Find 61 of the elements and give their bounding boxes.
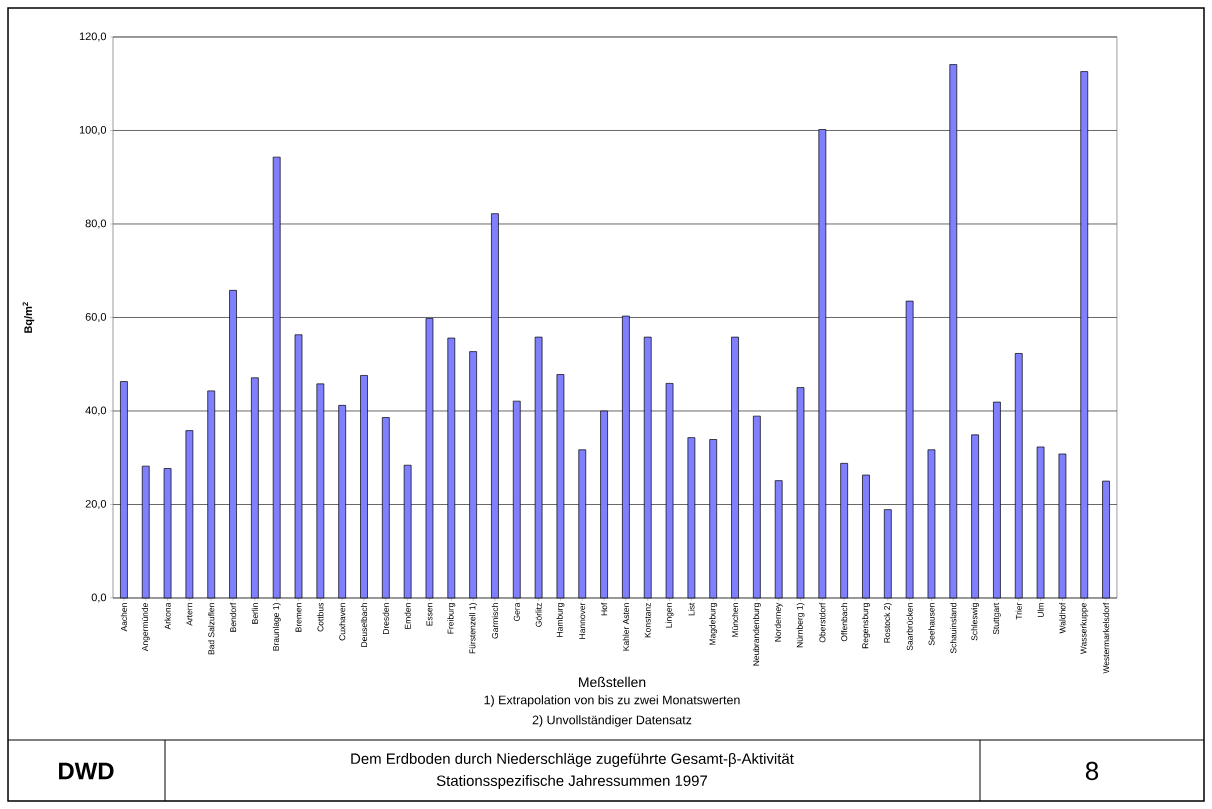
x-tick-label: Emden [404,603,411,629]
y-tick-label: 20,0 [85,499,107,510]
text: 2) Unvollständiger Datensatz [532,715,692,727]
x-tick-label: Trier [1015,602,1022,620]
x-tick-label: Ulm [1037,603,1044,618]
x-tick-label: Cottbus [317,603,324,632]
text: DWD [59,762,114,780]
y-tick-label: 80,0 [85,219,107,229]
x-tick-label: Wasserkuppe [1080,603,1089,655]
x-tick-label: Fürstenzell 1) [469,603,478,654]
y-tick-label: 40,0 [85,406,107,416]
x-tick-label: Bad Salzuflen [208,603,215,655]
x-tick-label: Schauinsland [950,603,957,654]
y-tick-label: 60,0 [85,312,107,323]
x-tick-label: Deuselbach [360,603,368,647]
x-tick-label: Dresden [382,603,389,635]
x-tick-label: Norderney [774,602,783,642]
text: Stationsspezifische Jahressummen 1997 [436,775,708,789]
x-tick-label: Hannover [579,602,586,639]
x-tick-label: Konstanz [644,603,651,638]
x-tick-label: Gera [513,602,520,622]
x-tick-label: Saarbrücken [906,603,913,651]
x-tick-label: Freiburg [447,603,456,634]
x-tick-label: München [731,603,739,637]
y-tick-label: 100,0 [79,125,107,136]
x-tick-label: Braunlage 1) [272,603,281,651]
x-tick-label: Waldhof [1059,602,1066,634]
x-tick-label: Hof [600,602,608,616]
x-tick-label: Westermarkelsdorf [1102,602,1110,674]
x-tick-label: Offenbach [841,603,848,642]
x-tick-label: Magdeburg [709,603,718,645]
x-tick-label: Cuxhaven [339,603,346,641]
x-tick-label: Görlitz [535,603,542,627]
x-tick-label: Berlin [251,603,258,624]
text: 8 [1085,761,1099,781]
x-tick-label: Stuttgart [993,602,1001,635]
x-axis-title: Meßstellen [579,676,646,688]
text: 1) Extrapolation von bis zu zwei Monatswerten [484,695,740,707]
x-tick-label: Kahler Asten [622,603,630,651]
x-tick-label: Neubrandenburg [752,603,761,666]
x-tick-label: Arkona [164,602,171,630]
x-tick-label: Rostock 2) [883,603,892,643]
y-tick-label: 120,0 [79,32,107,42]
y-tick-label: 0,0 [91,593,107,603]
x-tick-label: Bendorf [229,602,237,632]
x-tick-label: Garmisch [491,603,499,639]
x-tick-label: List [688,602,695,616]
text: Dem Erdboden durch Niederschläge zugeführte Gesamt-β-Aktivität [351,753,794,767]
x-tick-label: Bremen [295,603,302,632]
x-tick-label: Oberstdorf [819,602,826,643]
x-tick-label: Artern [186,603,193,626]
x-tick-label: Aachen [120,603,128,632]
x-tick-label: Angermünde [141,603,150,652]
x-tick-label: Regensburg [862,603,870,649]
y-axis-title: Bq/m$^{2}$ [22,302,35,333]
x-tick-label: Schleswig [971,603,980,641]
x-tick-label: Nürnberg 1) [796,603,805,648]
x-tick-label: Hamburg [556,603,565,637]
x-tick-label: Essen [426,603,433,626]
x-tick-label: Lingen [665,603,674,628]
x-tick-label: Seehausen [928,603,935,646]
